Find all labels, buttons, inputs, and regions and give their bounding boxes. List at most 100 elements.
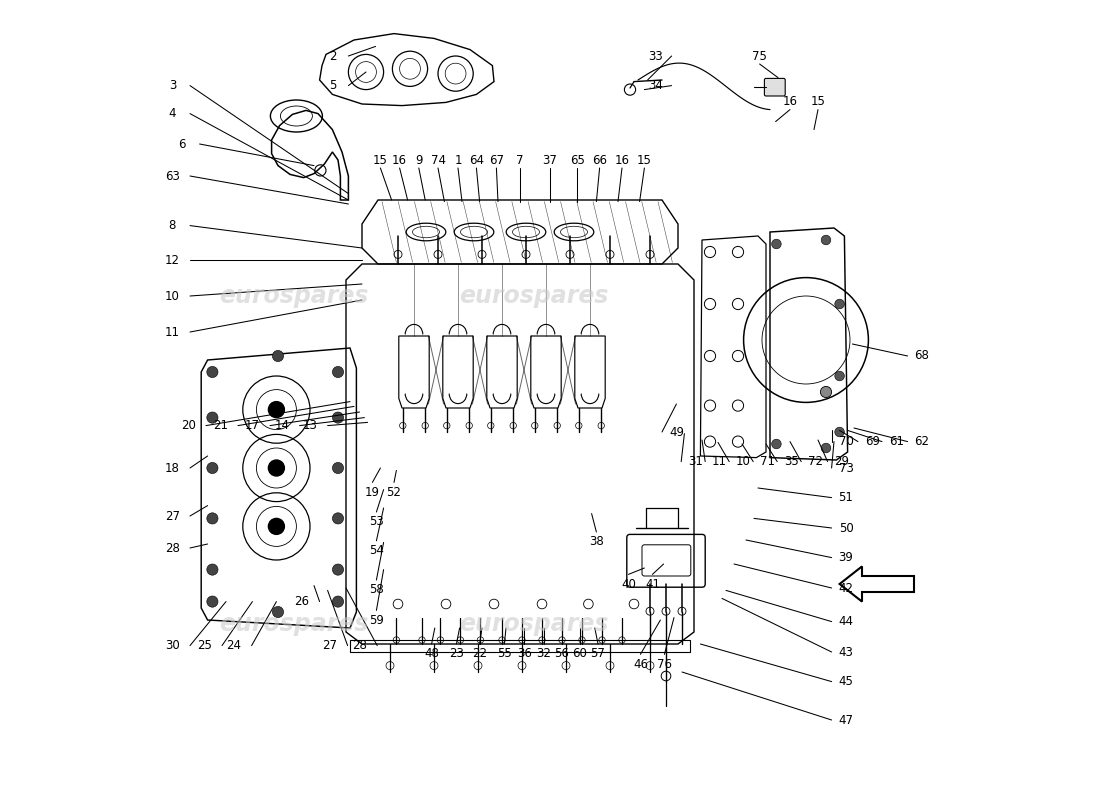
Text: 17: 17 [245,419,260,432]
Text: 16: 16 [615,154,629,166]
Text: 13: 13 [302,419,318,432]
Text: eurospares: eurospares [219,284,368,308]
Text: 75: 75 [752,50,767,62]
Text: 48: 48 [425,647,439,660]
Text: 16: 16 [392,154,407,166]
Circle shape [771,239,781,249]
Circle shape [268,460,285,476]
Text: 63: 63 [165,170,179,182]
Text: 12: 12 [165,254,180,266]
Text: 43: 43 [838,646,854,658]
Text: 29: 29 [835,455,849,468]
Text: 28: 28 [352,639,367,652]
Text: 34: 34 [648,79,663,92]
Text: 76: 76 [657,658,672,670]
Text: 6: 6 [178,138,186,150]
Text: 64: 64 [469,154,484,166]
Text: 7: 7 [516,154,524,166]
Text: 73: 73 [838,462,854,474]
Text: 28: 28 [165,542,179,554]
Text: 69: 69 [865,435,880,448]
Text: 26: 26 [295,595,309,608]
Text: 52: 52 [386,486,402,498]
Text: 65: 65 [570,154,584,166]
Text: 10: 10 [165,290,179,302]
Circle shape [835,299,845,309]
Text: 71: 71 [760,455,775,468]
Circle shape [835,427,845,437]
Text: 15: 15 [373,154,388,166]
Text: 62: 62 [914,435,929,448]
Circle shape [332,564,343,575]
Text: 61: 61 [889,435,904,448]
Text: 16: 16 [782,95,797,108]
Text: 1: 1 [454,154,462,166]
Circle shape [771,439,781,449]
Text: 2: 2 [329,50,337,62]
Text: 36: 36 [517,647,531,660]
Circle shape [268,402,285,418]
Text: 8: 8 [168,219,176,232]
Circle shape [332,513,343,524]
Text: 49: 49 [669,426,684,438]
Circle shape [332,462,343,474]
Circle shape [822,235,830,245]
Text: 51: 51 [838,491,854,504]
Text: 4: 4 [168,107,176,120]
Text: 50: 50 [838,522,854,534]
Text: 3: 3 [168,79,176,92]
Text: 68: 68 [914,350,929,362]
Text: 57: 57 [591,647,605,660]
Text: 66: 66 [592,154,607,166]
Circle shape [835,371,845,381]
Text: 24: 24 [227,639,242,652]
Polygon shape [839,566,914,602]
Text: 60: 60 [572,647,587,660]
Text: 19: 19 [365,486,380,498]
Text: 56: 56 [554,647,570,660]
Text: 32: 32 [536,647,551,660]
Text: 23: 23 [449,647,464,660]
Text: 9: 9 [415,154,422,166]
Text: 59: 59 [368,614,384,626]
Text: 40: 40 [621,578,636,590]
Text: 27: 27 [322,639,338,652]
Circle shape [207,564,218,575]
Text: 18: 18 [165,462,179,474]
Text: eurospares: eurospares [460,612,608,636]
Circle shape [273,350,284,362]
Text: 20: 20 [182,419,196,432]
Text: 45: 45 [838,675,854,688]
Text: 67: 67 [488,154,504,166]
Text: 33: 33 [648,50,663,62]
Text: 55: 55 [497,647,512,660]
Text: 25: 25 [197,639,212,652]
Text: 31: 31 [689,455,703,468]
Text: 72: 72 [808,455,823,468]
Text: 41: 41 [645,578,660,590]
Text: 15: 15 [811,95,825,108]
Circle shape [207,596,218,607]
Circle shape [822,443,830,453]
Text: 42: 42 [838,582,854,594]
Text: 58: 58 [368,583,384,596]
Text: 38: 38 [588,535,604,548]
Circle shape [207,366,218,378]
Text: 46: 46 [632,658,648,670]
Text: 22: 22 [472,647,487,660]
Text: 15: 15 [637,154,652,166]
Circle shape [821,386,832,398]
Text: 47: 47 [838,714,854,726]
Circle shape [207,513,218,524]
Text: 14: 14 [275,419,289,432]
Text: 10: 10 [736,455,751,468]
Circle shape [332,596,343,607]
Text: 37: 37 [542,154,558,166]
Text: 44: 44 [838,615,854,628]
Text: 27: 27 [165,510,180,522]
Text: 54: 54 [368,544,384,557]
Circle shape [207,412,218,423]
Text: 39: 39 [838,551,854,564]
Circle shape [332,412,343,423]
Circle shape [273,606,284,618]
